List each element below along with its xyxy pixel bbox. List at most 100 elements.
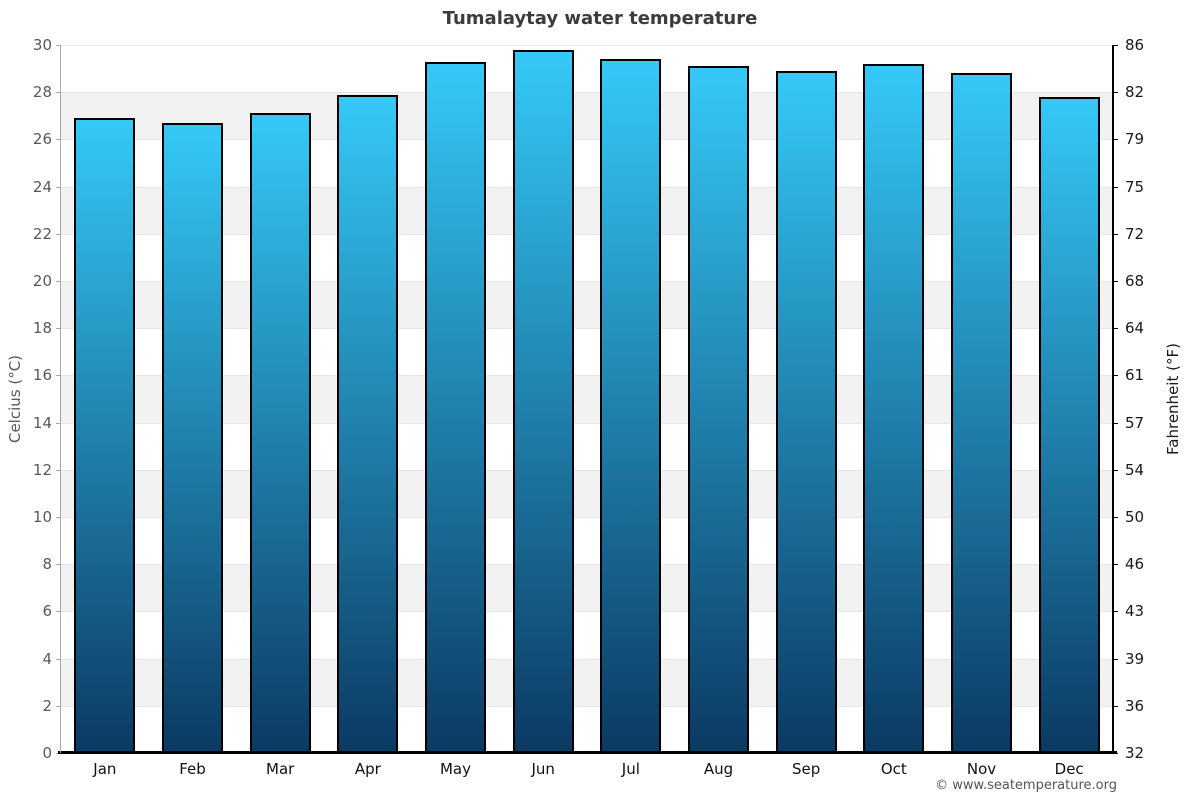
plot-band [61, 564, 1113, 612]
left-tick-label: 2 [42, 696, 52, 715]
left-tick-mark [56, 45, 61, 46]
left-tick-label: 4 [42, 649, 52, 668]
right-tick-label: 79 [1125, 130, 1145, 149]
month-label-jan: Jan [93, 760, 117, 778]
right-tick-label: 39 [1125, 649, 1145, 668]
left-tick-label: 22 [32, 224, 52, 243]
left-tick-mark [56, 564, 61, 566]
gridline [61, 328, 1113, 330]
bar-apr[interactable] [337, 94, 399, 753]
bar-mar[interactable] [249, 113, 311, 753]
right-tick-label: 64 [1125, 319, 1145, 338]
right-axis-line [1112, 45, 1114, 753]
left-tick-mark [56, 611, 61, 613]
right-tick-label: 46 [1125, 555, 1145, 574]
chart-title: Tumalaytay water temperature [442, 8, 758, 29]
bar-sep[interactable] [775, 70, 837, 753]
bar-feb[interactable] [162, 122, 223, 753]
left-tick-mark [56, 328, 61, 330]
right-tick-mark [1113, 517, 1118, 518]
left-tick-mark [56, 92, 61, 94]
gridline [61, 611, 1113, 613]
month-label-nov: Nov [966, 760, 997, 778]
left-tick-mark [56, 658, 61, 660]
right-axis-title: Fahrenheit (°F) [1164, 343, 1182, 455]
gridline [61, 564, 1113, 566]
left-tick-label: 24 [32, 177, 52, 196]
left-axis-title: Celcius (°C) [6, 354, 24, 444]
bar-jun[interactable] [512, 49, 574, 753]
left-tick-label: 12 [32, 460, 52, 479]
gridline [61, 281, 1113, 282]
left-axis-line [60, 45, 61, 753]
left-tick-mark [56, 233, 61, 235]
right-tick-mark [1113, 186, 1118, 188]
month-label-sep: Sep [792, 760, 821, 778]
left-tick-mark [56, 281, 61, 282]
left-tick-mark [56, 139, 61, 141]
left-tick-label: 28 [32, 83, 52, 102]
bar-may[interactable] [425, 61, 486, 753]
plot-band [61, 705, 1113, 753]
plot-band [61, 422, 1113, 470]
gridline [61, 422, 1113, 424]
copyright-link[interactable]: © www.seatemperature.org [935, 778, 1117, 793]
month-label-mar: Mar [266, 760, 295, 778]
gridline [61, 705, 1113, 707]
plot-band [61, 281, 1113, 329]
left-tick-label: 10 [32, 508, 52, 526]
right-tick-label: 43 [1125, 602, 1145, 621]
right-tick-mark [1113, 469, 1118, 471]
plot-band [61, 517, 1113, 565]
bar-dec[interactable] [1038, 96, 1100, 753]
bar-nov[interactable] [951, 73, 1012, 753]
right-tick-mark [1113, 422, 1118, 424]
left-tick-label: 18 [32, 319, 52, 338]
x-axis-baseline [58, 751, 1117, 754]
bar-aug[interactable] [688, 66, 749, 753]
right-tick-mark [1113, 328, 1118, 330]
left-tick-label: 0 [42, 744, 52, 762]
right-tick-label: 32 [1125, 744, 1145, 762]
bar-jan[interactable] [74, 118, 136, 753]
right-tick-mark [1113, 705, 1118, 707]
right-tick-mark [1113, 611, 1118, 613]
bar-oct[interactable] [863, 63, 925, 753]
plot-band [61, 658, 1113, 706]
right-tick-label: 75 [1125, 177, 1145, 196]
bar-jul[interactable] [600, 59, 662, 753]
left-tick-label: 26 [32, 130, 52, 149]
plot-band [61, 233, 1113, 281]
right-tick-mark [1113, 139, 1118, 141]
month-label-feb: Feb [179, 760, 206, 778]
left-tick-label: 20 [32, 272, 52, 290]
gridline [61, 233, 1113, 235]
right-tick-mark [1113, 564, 1118, 566]
x-axis: Jan Feb Mar Apr May Jun Jul Aug Sep Oct Nov Dec [61, 760, 1113, 784]
left-tick-mark [56, 517, 61, 518]
gridline [61, 658, 1113, 660]
plot-band [61, 92, 1113, 140]
plot-band [61, 139, 1113, 187]
month-label-may: May [439, 760, 471, 778]
month-label-oct: Oct [880, 760, 907, 778]
left-tick-mark [56, 186, 61, 188]
plot-band [61, 375, 1113, 423]
left-tick-label: 6 [42, 602, 52, 621]
left-tick-label: 14 [32, 413, 52, 432]
month-label-jun: Jun [531, 760, 555, 778]
right-tick-label: 36 [1125, 696, 1145, 715]
plot-band [61, 611, 1113, 659]
gridline [61, 45, 1113, 46]
month-label-jul: Jul [621, 760, 640, 778]
left-tick-mark [56, 375, 61, 377]
plot-band [61, 328, 1113, 376]
plot-band [61, 186, 1113, 234]
left-tick-mark [56, 705, 61, 707]
right-tick-label: 61 [1125, 366, 1145, 385]
plot-band [61, 45, 1113, 93]
right-tick-mark [1113, 375, 1118, 377]
gridline [61, 469, 1113, 471]
right-tick-mark [1113, 45, 1118, 46]
